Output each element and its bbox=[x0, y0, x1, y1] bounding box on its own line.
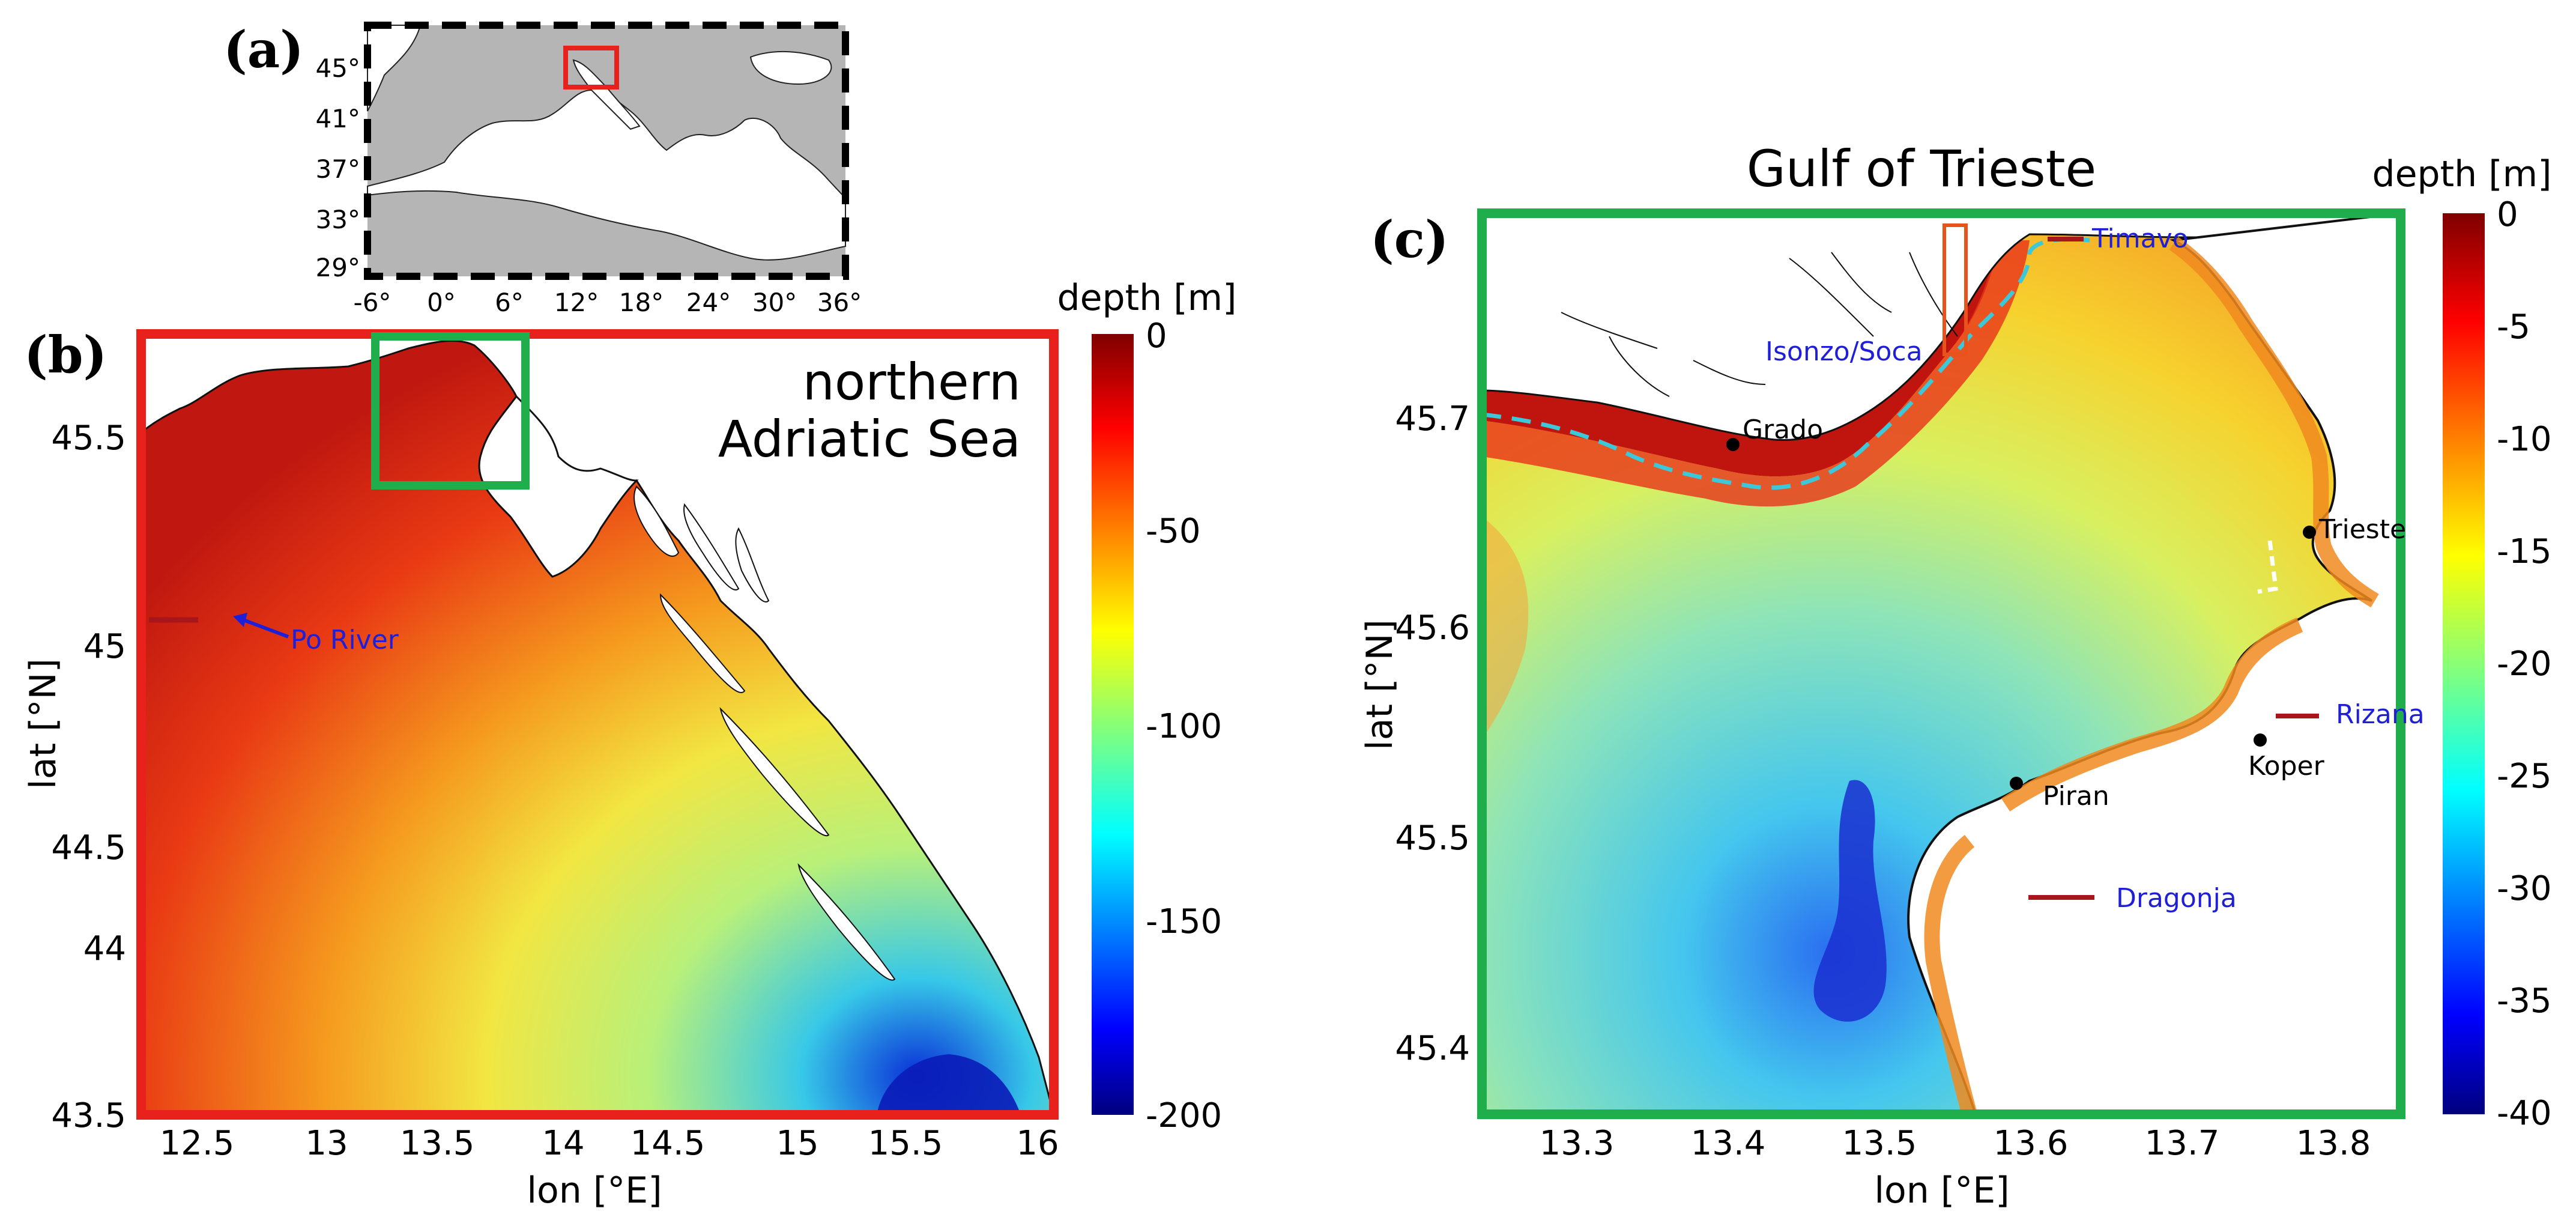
panel-c-xtick: 13.7 bbox=[2145, 1124, 2220, 1163]
panel-b-xtick: 13.5 bbox=[400, 1124, 475, 1163]
panel-a-letter: (a) bbox=[223, 20, 304, 79]
panel-a: (a) 45° 41° 37° 33° 29° -6° 0° 6° 12° 18… bbox=[223, 20, 862, 317]
koper-dot bbox=[2254, 733, 2267, 747]
isobath-10m bbox=[1482, 237, 2090, 490]
panel-c-ytick: 45.4 bbox=[1395, 1029, 1470, 1068]
panel-b-xtick: 15.5 bbox=[868, 1124, 943, 1163]
panel-b-ytick: 45 bbox=[83, 627, 126, 666]
colorbar-c-tick: -30 bbox=[2497, 869, 2551, 908]
panel-b-xtick: 12.5 bbox=[160, 1124, 235, 1163]
trieste-dot bbox=[2303, 526, 2316, 539]
panel-c-xlabel: lon [°E] bbox=[1874, 1170, 2009, 1212]
panel-c-xtick: 13.3 bbox=[1540, 1124, 1615, 1163]
inset-lon-tick: 18° bbox=[619, 288, 664, 317]
colorbar-c-tick: -35 bbox=[2497, 982, 2551, 1021]
panel-b-letter: (b) bbox=[24, 325, 107, 384]
panel-b-ytick: 45.5 bbox=[51, 419, 126, 458]
inset-lat-tick: 33° bbox=[316, 205, 360, 234]
inset-lon-tick: 12° bbox=[554, 288, 599, 317]
colorbar-b-tick: -100 bbox=[1146, 707, 1222, 746]
panel-c-ytick: 45.7 bbox=[1395, 399, 1470, 439]
inset-lat-tick: 29° bbox=[316, 253, 360, 282]
inset-frame bbox=[364, 22, 849, 280]
place-koper: Koper bbox=[2248, 751, 2325, 781]
panel-c-xtick: 13.6 bbox=[1994, 1124, 2069, 1163]
river-dragonja: Dragonja bbox=[2116, 883, 2237, 914]
colorbar-c-tick: -25 bbox=[2497, 757, 2551, 796]
inset-lat-tick: 45° bbox=[316, 53, 360, 83]
colorbar-c-tick: 0 bbox=[2497, 195, 2518, 234]
panel-c-ytick: 45.6 bbox=[1395, 608, 1470, 648]
panel-c-ytick: 45.5 bbox=[1395, 819, 1470, 858]
place-trieste: Trieste bbox=[2318, 514, 2406, 545]
panel-c-frame bbox=[1477, 208, 2405, 1119]
panel-c-letter: (c) bbox=[1370, 210, 1449, 269]
inset-lat-tick: 41° bbox=[316, 104, 360, 133]
colorbar-c-tick: -20 bbox=[2497, 645, 2551, 684]
panel-b-xtick: 14 bbox=[542, 1124, 584, 1163]
po-river-arrowhead bbox=[233, 613, 247, 627]
inset-lon-tick: 30° bbox=[752, 288, 797, 317]
islands bbox=[633, 485, 896, 981]
panel-b-xtick: 16 bbox=[1016, 1124, 1059, 1163]
mediterranean-sea bbox=[367, 89, 846, 261]
panel-c-ylabel: lat [°N] bbox=[1359, 619, 1401, 750]
colorbar-c-tick: -15 bbox=[2497, 532, 2551, 571]
panel-c-title: Gulf of Trieste bbox=[1747, 139, 2097, 198]
river-timavo: Timavo bbox=[2091, 223, 2189, 254]
panel-c: (c) Gulf of Trieste Tim bbox=[1359, 139, 2551, 1212]
colorbar-c-tick: -5 bbox=[2497, 308, 2530, 347]
river-isonzo: Isonzo/Soca bbox=[1765, 336, 1923, 367]
panel-b-zoom-box bbox=[371, 332, 530, 490]
place-piran: Piran bbox=[2043, 781, 2109, 812]
black-sea bbox=[749, 50, 832, 85]
atlantic-sea bbox=[367, 25, 422, 112]
adriatic-sea bbox=[572, 59, 641, 130]
river-rizana: Rizana bbox=[2336, 699, 2425, 730]
panel-b-xlabel: lon [°E] bbox=[527, 1170, 662, 1212]
colorbar-c-tick: -10 bbox=[2497, 420, 2551, 459]
panel-b-ylabel: lat [°N] bbox=[22, 658, 64, 789]
colorbar-b-title: depth [m] bbox=[1057, 277, 1237, 319]
panel-b-xtick: 13 bbox=[305, 1124, 348, 1163]
inset-lon-tick: 6° bbox=[495, 288, 524, 317]
panel-b-xtick: 15 bbox=[776, 1124, 818, 1163]
colorbar-b-tick: 0 bbox=[1146, 317, 1167, 356]
panel-b-xtick: 14.5 bbox=[630, 1124, 706, 1163]
panel-b-ytick: 43.5 bbox=[51, 1096, 126, 1135]
panel-b-title-1: northern bbox=[803, 353, 1021, 411]
po-river-label: Po River bbox=[291, 625, 399, 655]
panel-c-xtick: 13.4 bbox=[1691, 1124, 1766, 1163]
panel-b-ytick: 44.5 bbox=[51, 828, 126, 867]
grado-dot bbox=[1726, 438, 1740, 451]
inset-lon-tick: 24° bbox=[686, 288, 731, 317]
inset-highlight-box bbox=[563, 46, 619, 90]
colorbar-c-title: depth [m] bbox=[2372, 153, 2552, 195]
deep-trench bbox=[1813, 780, 1887, 1022]
piran-dot bbox=[2010, 777, 2023, 790]
panel-b-title-2: Adriatic Sea bbox=[718, 410, 1021, 469]
shallow-coastal-band bbox=[1482, 240, 2000, 477]
colorbar-c bbox=[2443, 213, 2485, 1114]
inset-lon-tick: -6° bbox=[354, 288, 392, 317]
deep-basin bbox=[877, 1054, 1021, 1115]
po-river-arrow bbox=[239, 617, 289, 639]
inset-lat-tick: 37° bbox=[316, 154, 360, 184]
colorbar-b bbox=[1092, 334, 1134, 1115]
colorbar-c-tick: -40 bbox=[2497, 1094, 2551, 1133]
inset-lon-tick: 0° bbox=[427, 288, 456, 317]
colorbar-b-tick: -50 bbox=[1146, 512, 1200, 551]
panel-c-xtick: 13.5 bbox=[1842, 1124, 1917, 1163]
panel-b: (b) northern Adriatic Sea Po River 45.5 … bbox=[22, 277, 1236, 1212]
colorbar-b-tick: -150 bbox=[1146, 902, 1222, 941]
colorbar-b-tick: -200 bbox=[1146, 1096, 1222, 1135]
panel-b-ytick: 44 bbox=[83, 929, 126, 968]
panel-c-xtick: 13.8 bbox=[2296, 1124, 2371, 1163]
place-grado: Grado bbox=[1743, 414, 1823, 445]
land-east bbox=[478, 395, 639, 578]
inset-lon-tick: 36° bbox=[817, 288, 862, 317]
panel-b-frame bbox=[136, 329, 1059, 1120]
isonzo-box bbox=[1943, 223, 1968, 356]
